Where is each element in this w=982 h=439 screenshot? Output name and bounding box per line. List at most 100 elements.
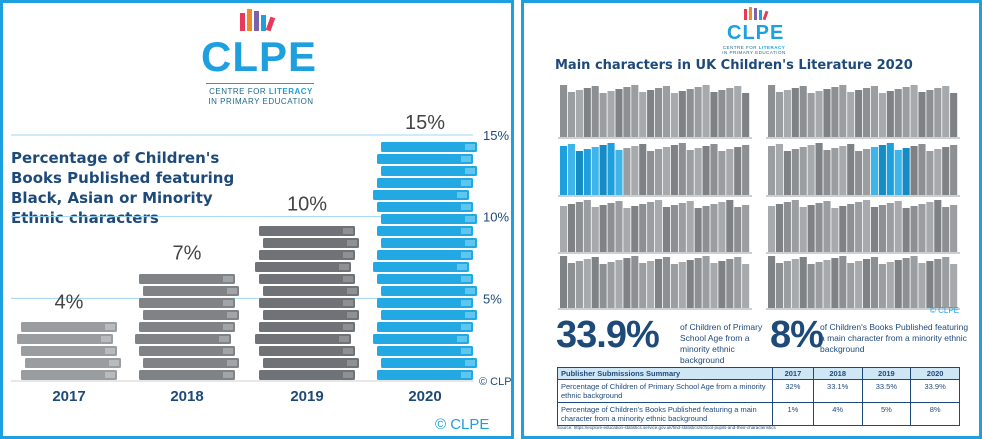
bar-book <box>377 154 473 164</box>
book-spine <box>768 256 776 308</box>
bar-book-pages <box>101 336 111 342</box>
book-spine <box>702 206 710 252</box>
bar-book <box>143 358 239 368</box>
book-spine <box>631 85 639 137</box>
book-spine <box>934 149 942 195</box>
shelf-plank <box>766 195 960 197</box>
book-spine <box>823 260 831 308</box>
book-spine <box>791 88 799 137</box>
bar-book-pages <box>461 228 471 234</box>
bar-book-pages <box>347 360 357 366</box>
bar-value-label: 4% <box>55 292 84 314</box>
book-spine <box>894 260 902 308</box>
table-cell: 5% <box>861 402 912 426</box>
book-spine <box>591 147 599 195</box>
source-note: Source: https://explore-education-statis… <box>557 425 776 430</box>
table-cell: Percentage of Children of Primary School… <box>557 379 773 403</box>
book-spine <box>863 259 871 308</box>
book-spine <box>583 88 591 137</box>
book-spine <box>686 260 694 308</box>
x-category-label: 2019 <box>290 388 323 405</box>
book-spine <box>615 150 623 195</box>
book-spine <box>575 261 583 308</box>
book-spine <box>902 87 910 137</box>
book-spine <box>950 264 958 308</box>
shelf-plank <box>766 252 960 254</box>
book-spine <box>878 205 886 252</box>
book-spine <box>918 263 926 308</box>
book-spine <box>607 91 615 137</box>
bar-chart: 5% 10% 15% 4% 2017 7% 2018 10% 2019 15% 2020 © CLPE <box>11 112 511 405</box>
bar-book <box>381 310 477 320</box>
bar-book-pages <box>461 252 471 258</box>
book-spine <box>934 200 942 252</box>
stat-children-caption: of Children of Primary School Age from a… <box>680 322 763 365</box>
book-spine <box>686 150 694 195</box>
book-spine <box>726 88 734 137</box>
bar-book-pages <box>343 228 353 234</box>
book-spine <box>799 207 807 252</box>
book-spine <box>718 261 726 308</box>
bar-book-pages <box>227 312 237 318</box>
bar-book-pages <box>339 264 349 270</box>
book-spine <box>910 206 918 252</box>
bar-book <box>21 322 117 332</box>
book-spine <box>870 257 879 308</box>
bar-book-pages <box>461 276 471 282</box>
book-spine <box>742 264 750 308</box>
y-tick-label: 15% <box>483 128 509 143</box>
book-spine <box>575 151 583 195</box>
bar-book-pages <box>347 312 357 318</box>
book-spine <box>575 90 583 137</box>
bar-book <box>377 322 473 332</box>
table-header-cell: 2019 <box>861 367 912 380</box>
book-spine <box>583 259 591 308</box>
book-spine <box>647 261 655 308</box>
book-spine <box>950 205 958 252</box>
bar-book <box>377 298 473 308</box>
book-spine <box>910 85 918 137</box>
book-spine <box>775 263 784 308</box>
book-spine <box>768 206 776 252</box>
book-spine <box>791 200 799 252</box>
book-spine <box>575 202 583 252</box>
bar-book-pages <box>109 360 119 366</box>
book-spine <box>567 92 576 137</box>
book-spine <box>886 91 894 137</box>
book-spine <box>734 257 742 308</box>
bar-book <box>373 262 469 272</box>
book-spine <box>662 207 671 252</box>
book-spine <box>742 93 750 137</box>
chart-title: Percentage of Children's Books Published… <box>11 149 235 227</box>
bar-book-pages <box>343 252 353 258</box>
book-spine <box>591 257 599 308</box>
book-spine <box>855 202 863 252</box>
book-spine <box>694 258 702 308</box>
book-spine <box>710 204 718 252</box>
book-spine <box>639 92 647 137</box>
book-spine <box>791 259 799 308</box>
book-spine <box>734 207 742 252</box>
book-spine <box>710 144 718 195</box>
shelf-plank <box>558 195 752 197</box>
shelf-plank <box>766 308 960 310</box>
book-spine <box>678 143 686 195</box>
book-spine <box>583 149 591 195</box>
book-spine <box>799 147 807 195</box>
bar-book <box>139 370 235 380</box>
bar-book-pages <box>343 276 353 282</box>
bar-book <box>381 238 477 248</box>
bar-book <box>259 370 355 380</box>
book-spine <box>560 146 568 195</box>
bar-book-pages <box>461 324 471 330</box>
book-spine <box>678 203 686 252</box>
book-spine <box>863 149 871 195</box>
table-cell: 33.1% <box>812 379 863 403</box>
book-spine <box>718 151 726 195</box>
book-spine <box>839 256 847 308</box>
footer-copyright: © CLPE <box>435 416 490 433</box>
book-spine <box>623 148 631 195</box>
bar-book <box>377 346 473 356</box>
table-cell: 4% <box>812 402 863 426</box>
book-spine <box>894 150 902 195</box>
